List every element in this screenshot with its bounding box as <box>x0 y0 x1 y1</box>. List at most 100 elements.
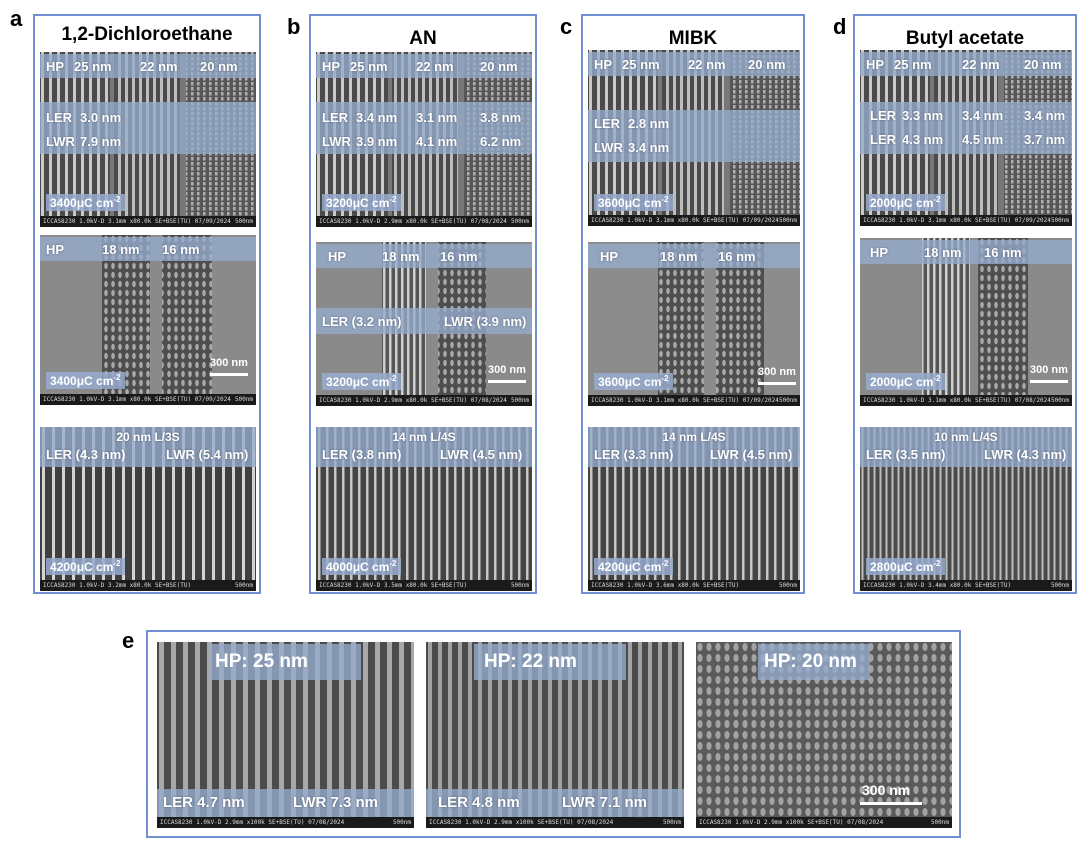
dose-label: 3400μC cm-2 <box>46 372 125 389</box>
ler-value: LER (4.3 nm) <box>46 447 126 462</box>
sem-metadata-bar: ICCAS8230 1.0kV-D 2.9mm x100k SE+BSE(TU)… <box>426 817 684 828</box>
sem-metadata-bar: ICCAS8230 1.0kV-D 3.1mm x80.0k SE+BSE(TU… <box>860 215 1072 226</box>
sem-metadata-bar: ICCAS8230 1.0kV-D 3.1mm x80.0k SE+BSE(TU… <box>40 216 256 227</box>
hp-size: 25 nm <box>350 59 388 74</box>
lwr-label: LWR <box>46 134 75 149</box>
panel-label-b: b <box>287 14 301 39</box>
hp-size: 16 nm <box>162 242 200 257</box>
hp-label: HP: 20 nm <box>764 651 857 672</box>
hp-size: 22 nm <box>140 59 178 74</box>
panel-title: MIBK <box>668 28 718 49</box>
sem-image-line-space: 14 nm L/4S LER (3.8 nm) LWR (4.5 nm) 400… <box>316 427 532 591</box>
sem-image-hp-series: HP 25 nm 22 nm 20 nm LER 3.4 nm 3.1 nm 3… <box>316 52 532 227</box>
sem-metadata-bar: ICCAS8230 1.0kV-D 3.1mm x80.0k SE+BSE(TU… <box>860 395 1072 406</box>
dose-label: 2000μC cm-2 <box>866 373 945 390</box>
sem-image-hp-small: HP 18 nm 16 nm 300 nm 2000μC cm-2 ICCAS8… <box>860 238 1072 406</box>
lwr-value: 3.7 nm <box>1024 132 1066 147</box>
line-space-title: 14 nm L/4S <box>392 430 456 444</box>
ler-value: 3.1 nm <box>416 110 458 125</box>
hp-label: HP <box>600 249 619 264</box>
ler-value: LER 4.7 nm <box>163 794 245 811</box>
ler-label: LER <box>322 110 348 125</box>
hp-size: 18 nm <box>102 242 140 257</box>
ler-value: 3.3 nm <box>902 108 944 123</box>
scale-bar-label: 300 nm <box>1030 364 1068 376</box>
panel-title: 1,2-Dichloroethane <box>61 24 233 45</box>
panel-a: 1,2-Dichloroethane HP 25 nm 22 nm 20 nm … <box>33 14 261 594</box>
sem-metadata-bar: ICCAS8230 1.0kV-D 3.1mm x80.0k SE+BSE(TU… <box>40 394 256 405</box>
sem-metadata-bar: ICCAS8230 1.0kV-D 2.9mm x80.0k SE+BSE(TU… <box>316 216 532 227</box>
hp-label: HP <box>328 249 347 264</box>
hp-size: 16 nm <box>440 249 478 264</box>
lwr-label: LWR <box>322 134 351 149</box>
lwr-value: LWR (5.4 nm) <box>166 447 249 462</box>
ler-label: LER <box>594 116 620 131</box>
ler-value: 2.8 nm <box>628 116 670 131</box>
lwr-value: LWR (4.5 nm) <box>710 447 793 462</box>
hp-label: HP <box>46 242 65 257</box>
hp-label: HP: 25 nm <box>215 651 308 672</box>
sem-image-hp-25: HP: 25 nm LER 4.7 nm LWR 7.3 nm ICCAS823… <box>157 642 414 828</box>
hp-label: HP <box>594 57 613 72</box>
ler-label: LER <box>870 132 896 147</box>
lwr-label: LWR <box>594 140 623 155</box>
hp-size: 16 nm <box>984 245 1022 260</box>
panel-title: Butyl acetate <box>905 28 1025 49</box>
hp-size: 25 nm <box>894 57 932 72</box>
hp-size: 20 nm <box>1024 57 1062 72</box>
lwr-value: 4.1 nm <box>416 134 458 149</box>
panel-label-a: a <box>10 6 23 31</box>
lwr-value: LWR 7.3 nm <box>293 794 379 811</box>
hp-size: 25 nm <box>74 59 112 74</box>
ler-value: LER 4.8 nm <box>438 794 520 811</box>
sem-metadata-bar: ICCAS8230 1.0kV-D 3.4mm x80.0k SE+BSE(TU… <box>860 580 1072 591</box>
lwr-value: 4.5 nm <box>962 132 1004 147</box>
sem-image-hp-series: HP 25 nm 22 nm 20 nm LER 2.8 nm LWR 3.4 … <box>588 50 800 226</box>
lwr-value: 4.3 nm <box>902 132 944 147</box>
dose-label: 3200μC cm-2 <box>322 194 401 211</box>
ler-value: 3.8 nm <box>480 110 522 125</box>
ler-value: LER (3.2 nm) <box>322 314 402 329</box>
hp-size: 20 nm <box>748 57 786 72</box>
scale-bar <box>1030 380 1068 383</box>
scale-bar-label: 300 nm <box>210 357 248 369</box>
line-space-title: 20 nm L/3S <box>116 430 180 444</box>
sem-image-hp-small: HP 18 nm 16 nm LER (3.2 nm) LWR (3.9 nm)… <box>316 242 532 406</box>
panel-e: HP: 25 nm LER 4.7 nm LWR 7.3 nm ICCAS823… <box>146 630 961 838</box>
dose-label: 3600μC cm-2 <box>594 373 673 390</box>
panel-label-c: c <box>560 14 573 39</box>
dose-label: 4000μC cm-2 <box>322 558 401 575</box>
dose-label: 3400μC cm-2 <box>46 194 125 211</box>
sem-image-hp-small: HP 18 nm 16 nm 300 nm 3600μC cm-2 ICCAS8… <box>588 242 800 406</box>
hp-size: 22 nm <box>688 57 726 72</box>
lwr-value: LWR (4.3 nm) <box>984 447 1067 462</box>
ler-label: LER <box>870 108 896 123</box>
sem-metadata-bar: ICCAS8230 1.0kV-D 2.9mm x100k SE+BSE(TU)… <box>696 817 952 828</box>
dose-label: 4200μC cm-2 <box>594 558 673 575</box>
sem-image-hp-series: HP 25 nm 22 nm 20 nm LER 3.3 nm 3.4 nm 3… <box>860 50 1072 226</box>
sem-image-hp-small: HP 18 nm 16 nm 300 nm 3400μC cm-2 ICCAS8… <box>40 235 256 405</box>
hp-size: 25 nm <box>622 57 660 72</box>
sem-metadata-bar: ICCAS8230 1.0kV-D 3.6mm x80.0k SE+BSE(TU… <box>588 580 800 591</box>
lwr-value: 3.4 nm <box>628 140 670 155</box>
scale-bar <box>758 382 796 385</box>
ler-value: 3.4 nm <box>356 110 398 125</box>
scale-bar <box>210 373 248 376</box>
sem-image-hp-22: HP: 22 nm LER 4.8 nm LWR 7.1 nm ICCAS823… <box>426 642 684 828</box>
dose-label: 3200μC cm-2 <box>322 373 401 390</box>
lwr-value: LWR 7.1 nm <box>562 794 648 811</box>
ler-value: LER (3.8 nm) <box>322 447 402 462</box>
ler-value: 3.4 nm <box>1024 108 1066 123</box>
hp-size: 20 nm <box>200 59 238 74</box>
ler-value: 3.0 nm <box>80 110 122 125</box>
scale-bar <box>860 802 922 805</box>
ler-value: LER (3.5 nm) <box>866 447 946 462</box>
sem-metadata-bar: ICCAS8230 1.0kV-D 3.1mm x80.0k SE+BSE(TU… <box>588 395 800 406</box>
sem-image-line-space: 14 nm L/4S LER (3.3 nm) LWR (4.5 nm) 420… <box>588 427 800 591</box>
lwr-value: 6.2 nm <box>480 134 522 149</box>
dose-label: 3600μC cm-2 <box>594 194 673 211</box>
scale-bar <box>488 380 526 383</box>
hp-size: 18 nm <box>382 249 420 264</box>
ler-value: 3.4 nm <box>962 108 1004 123</box>
hp-label: HP: 22 nm <box>484 651 577 672</box>
